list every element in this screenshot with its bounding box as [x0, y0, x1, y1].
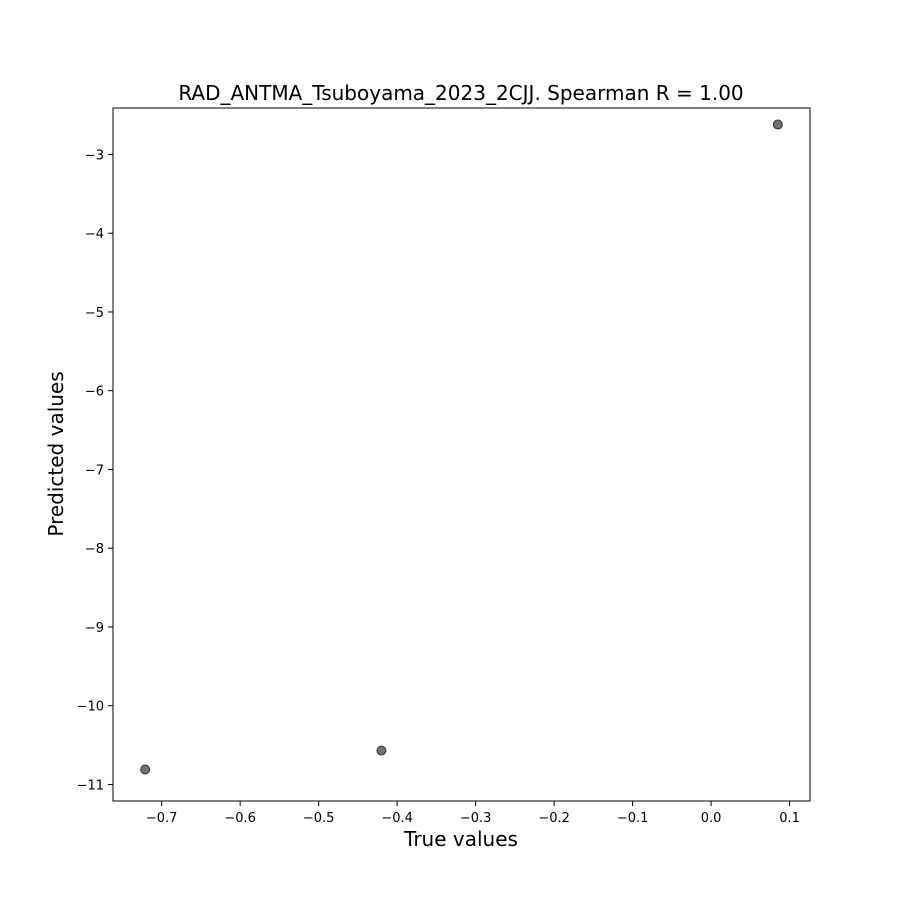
data-points	[140, 119, 783, 775]
x-tick-label: −0.5	[303, 811, 335, 826]
x-tick-label: −0.3	[460, 811, 492, 826]
x-axis: −0.7 −0.6 −0.5 −0.4 −0.3 −0.2 −0.1 0.0 0.1	[146, 801, 800, 826]
y-tick-label: −9	[85, 621, 104, 636]
chart-title: RAD_ANTMA_Tsuboyama_2023_2CJJ. Spearman …	[178, 81, 743, 105]
x-tick-label: −0.1	[617, 811, 649, 826]
y-tick-label: −3	[85, 148, 104, 163]
y-tick-label: −11	[77, 778, 104, 793]
x-tick-label: −0.6	[224, 811, 256, 826]
data-point-1	[140, 764, 151, 775]
y-tick-label: −5	[85, 306, 104, 321]
data-point-2	[376, 745, 387, 756]
x-tick-label: −0.7	[146, 811, 178, 826]
x-axis-label: True values	[403, 827, 518, 851]
y-tick-label: −8	[85, 542, 104, 557]
y-tick-label: −4	[85, 227, 104, 242]
x-tick-label: −0.2	[538, 811, 570, 826]
plot-area	[112, 107, 811, 802]
y-axis: −11 −10 −9 −8 −7 −6 −5 −4 −3	[77, 148, 113, 793]
y-tick-label: −7	[85, 463, 104, 478]
data-point-3	[772, 119, 783, 130]
x-tick-label: 0.0	[701, 811, 722, 826]
y-tick-label: −6	[85, 385, 104, 400]
x-tick-label: −0.4	[381, 811, 413, 826]
y-tick-label: −10	[77, 700, 104, 715]
y-axis-label: Predicted values	[44, 371, 68, 536]
x-tick-label: 0.1	[779, 811, 800, 826]
